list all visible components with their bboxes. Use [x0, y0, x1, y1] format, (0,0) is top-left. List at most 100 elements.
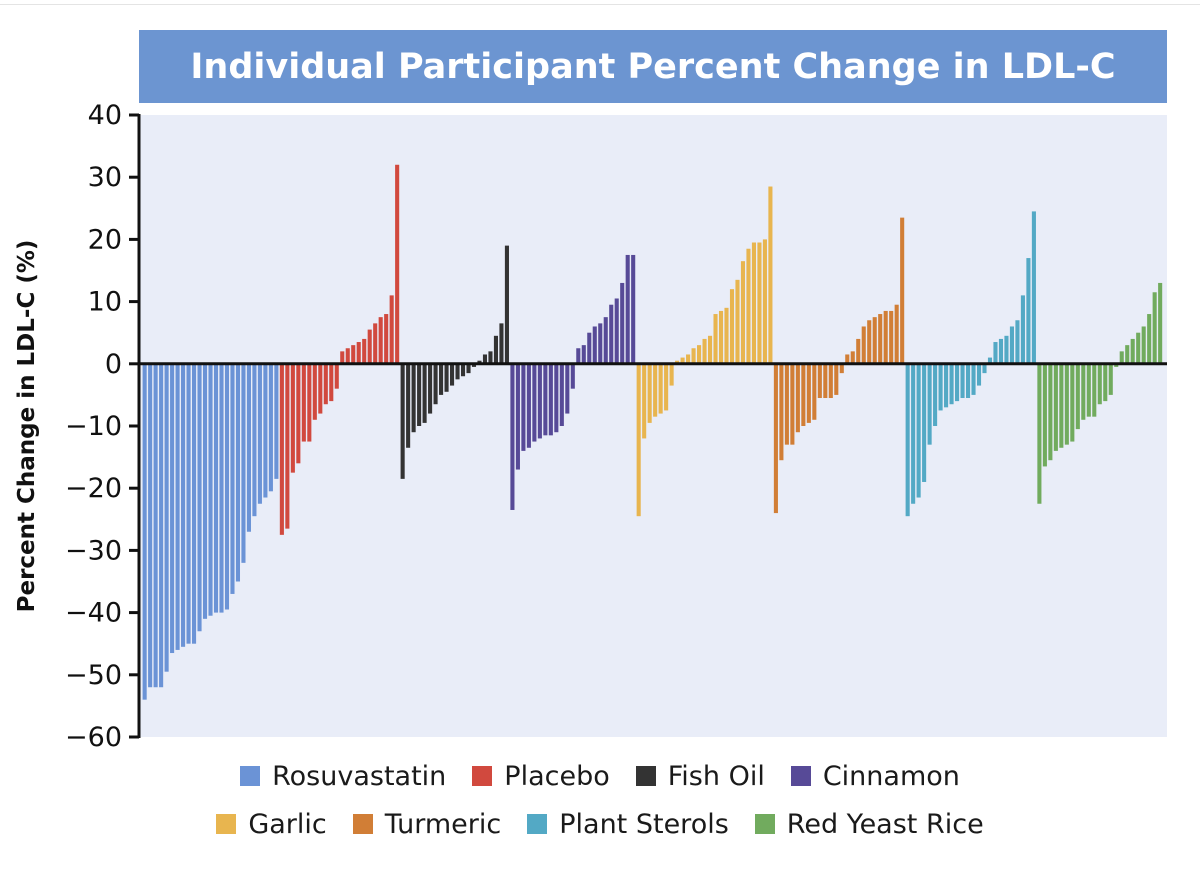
- legend-label: Placebo: [504, 760, 610, 792]
- bar-plant-sterols-15: [982, 363, 987, 374]
- bar-turmeric-12: [834, 363, 839, 395]
- legend-item-rosuvastatin: Rosuvastatin: [240, 761, 446, 792]
- bar-garlic-5: [658, 363, 663, 414]
- bar-turmeric-2: [779, 363, 784, 461]
- legend-label: Fish Oil: [667, 760, 765, 792]
- bar-rosuvastatin-7: [175, 363, 180, 650]
- bar-red-yeast-rice-15: [1114, 363, 1119, 367]
- bar-plant-sterols-21: [1015, 320, 1020, 364]
- bar-red-yeast-rice-7: [1070, 363, 1075, 442]
- bar-red-yeast-rice-2: [1042, 363, 1047, 467]
- bar-rosuvastatin-4: [159, 363, 164, 688]
- bar-rosuvastatin-9: [186, 363, 191, 644]
- bar-red-yeast-rice-16: [1119, 351, 1124, 364]
- bar-turmeric-7: [806, 363, 811, 423]
- bar-rosuvastatin-25: [274, 363, 279, 479]
- chart-title-bar: Individual Participant Percent Change in…: [139, 30, 1167, 103]
- bar-plant-sterols-7: [938, 363, 943, 411]
- bar-fish-oil-8: [439, 363, 444, 395]
- bar-placebo-21: [389, 295, 394, 364]
- bar-placebo-18: [373, 323, 378, 364]
- bar-placebo-1: [279, 363, 284, 535]
- legend-row-1: Rosuvastatin Placebo Fish Oil Cinnamon: [0, 752, 1200, 800]
- bar-garlic-23: [757, 242, 762, 364]
- bar-rosuvastatin-1: [142, 363, 147, 700]
- bar-placebo-6: [307, 363, 312, 442]
- bar-garlic-10: [686, 354, 691, 364]
- y-tick-label: −40: [65, 598, 122, 629]
- bar-cinnamon-3: [521, 363, 526, 451]
- bar-red-yeast-rice-20: [1141, 326, 1146, 364]
- y-tick-label: −50: [65, 660, 122, 691]
- bar-rosuvastatin-22: [257, 363, 262, 504]
- bar-turmeric-17: [861, 326, 866, 364]
- legend-item-placebo: Placebo: [472, 760, 610, 792]
- bar-turmeric-24: [900, 217, 905, 364]
- y-tick-label: −60: [65, 722, 122, 753]
- bar-turmeric-18: [867, 320, 872, 364]
- bar-placebo-10: [329, 363, 334, 402]
- bar-cinnamon-15: [587, 332, 592, 364]
- legend-label: Cinnamon: [822, 760, 960, 792]
- bar-cinnamon-13: [576, 348, 581, 364]
- bar-plant-sterols-17: [993, 342, 998, 364]
- y-tick-label: 0: [105, 349, 122, 380]
- bar-fish-oil-7: [433, 363, 438, 405]
- bar-plant-sterols-4: [922, 363, 927, 482]
- bar-red-yeast-rice-23: [1158, 282, 1163, 364]
- bar-plant-sterols-22: [1020, 295, 1025, 364]
- bar-plant-sterols-8: [944, 363, 949, 408]
- bar-placebo-8: [318, 363, 323, 414]
- bar-placebo-9: [323, 363, 328, 405]
- y-tick-label: 40: [88, 100, 122, 131]
- y-axis-title: Percent Change in LDL-C (%): [14, 240, 40, 613]
- bar-turmeric-16: [856, 338, 861, 364]
- bar-placebo-19: [378, 317, 383, 364]
- bar-placebo-17: [367, 329, 372, 364]
- bar-garlic-6: [664, 363, 669, 411]
- bar-turmeric-5: [795, 363, 800, 433]
- bar-fish-oil-19: [499, 323, 504, 364]
- top-divider: [0, 4, 1200, 5]
- legend-swatch: [352, 814, 373, 834]
- legend-label: Plant Sterols: [559, 808, 729, 840]
- bar-plant-sterols-16: [987, 357, 993, 364]
- bar-plant-sterols-20: [1009, 326, 1014, 364]
- legend-swatch: [527, 814, 548, 834]
- bar-fish-oil-14: [471, 363, 477, 367]
- legend-item-garlic: Garlic: [216, 809, 327, 840]
- bar-garlic-12: [697, 345, 702, 364]
- legend-swatch: [216, 814, 237, 834]
- bar-red-yeast-rice-22: [1152, 292, 1157, 364]
- bar-fish-oil-5: [422, 363, 427, 423]
- bar-rosuvastatin-2: [148, 363, 153, 688]
- bar-rosuvastatin-15: [219, 363, 224, 613]
- bar-garlic-19: [735, 279, 740, 364]
- bar-garlic-2: [642, 363, 647, 439]
- bar-cinnamon-19: [609, 304, 614, 364]
- bar-rosuvastatin-17: [230, 363, 235, 594]
- bar-turmeric-20: [878, 314, 883, 364]
- bar-turmeric-23: [894, 304, 899, 364]
- bar-garlic-24: [762, 239, 767, 364]
- bar-garlic-4: [653, 363, 658, 417]
- bar-fish-oil-10: [450, 363, 455, 386]
- legend-item-fish-oil: Fish Oil: [635, 760, 765, 792]
- bar-rosuvastatin-10: [192, 363, 197, 644]
- bar-placebo-2: [285, 363, 290, 529]
- bar-rosuvastatin-20: [246, 363, 251, 532]
- bar-garlic-14: [707, 335, 713, 364]
- bar-red-yeast-rice-21: [1147, 314, 1152, 364]
- bar-cinnamon-18: [603, 317, 608, 364]
- bar-turmeric-10: [823, 363, 828, 399]
- bar-turmeric-3: [784, 363, 789, 445]
- legend-item-turmeric: Turmeric: [352, 809, 501, 840]
- legend-swatch: [240, 766, 261, 786]
- bar-placebo-4: [296, 363, 301, 464]
- legend-row-2: Garlic Turmeric Plant Sterols Red Yeast Ric…: [0, 800, 1200, 848]
- bar-placebo-7: [312, 363, 317, 420]
- bar-cinnamon-20: [614, 298, 619, 364]
- bar-fish-oil-18: [493, 335, 498, 364]
- bar-placebo-11: [334, 363, 339, 389]
